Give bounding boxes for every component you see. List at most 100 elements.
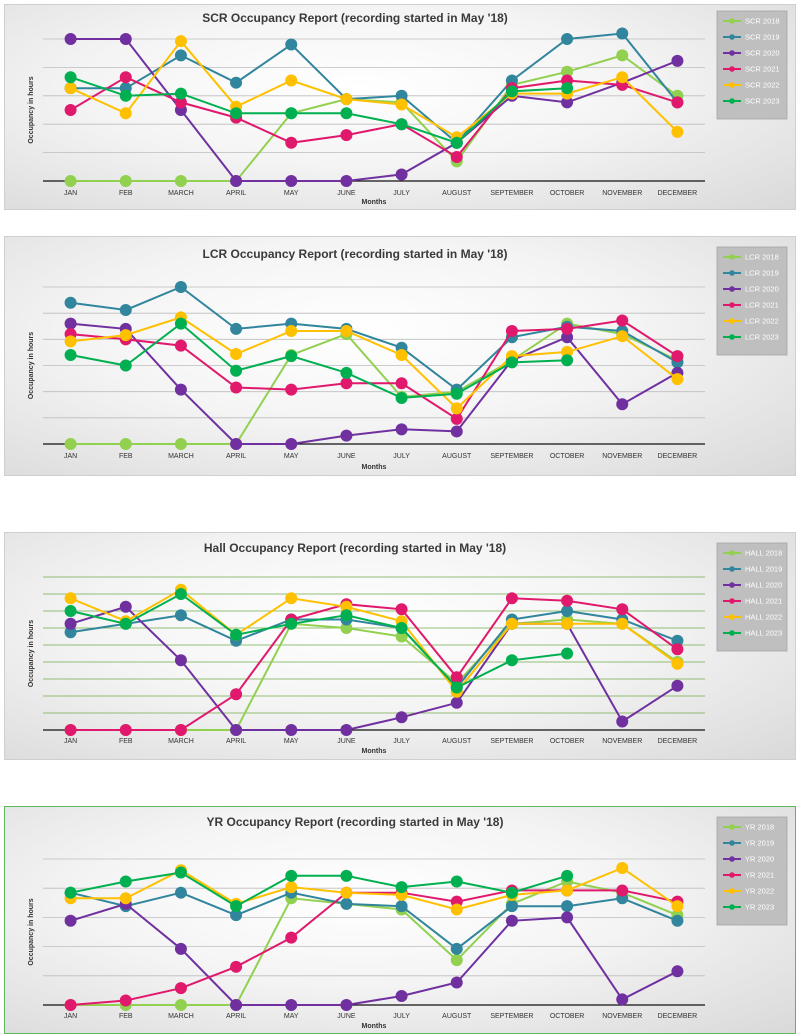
data-point bbox=[395, 622, 408, 634]
legend-entry: SCR 2019 bbox=[745, 33, 780, 42]
data-point bbox=[450, 903, 463, 916]
legend-swatch-marker bbox=[729, 286, 735, 292]
data-point bbox=[395, 900, 408, 913]
data-point bbox=[285, 324, 298, 337]
x-tick-label: NOVEMBER bbox=[602, 1013, 642, 1020]
data-point bbox=[505, 617, 518, 630]
data-point bbox=[64, 335, 77, 348]
data-point bbox=[450, 696, 463, 709]
data-point bbox=[395, 118, 408, 131]
data-point bbox=[230, 909, 243, 922]
x-tick-label: MAY bbox=[284, 738, 299, 745]
data-point bbox=[174, 438, 187, 450]
data-point bbox=[395, 990, 408, 1003]
legend-entry: YR 2020 bbox=[745, 855, 774, 864]
series-line bbox=[70, 322, 568, 399]
series-line bbox=[70, 322, 678, 445]
x-tick-label: JAN bbox=[64, 1013, 77, 1020]
legend-entry: YR 2019 bbox=[745, 839, 774, 848]
legend-swatch-marker bbox=[729, 824, 735, 830]
data-point bbox=[119, 724, 132, 736]
lcr-occupancy-chart: LCR Occupancy Report (recording started … bbox=[28, 246, 788, 471]
data-point bbox=[450, 681, 463, 694]
series-lcr-2019 bbox=[64, 281, 684, 396]
data-point bbox=[395, 391, 408, 404]
series-yr-2018 bbox=[64, 875, 684, 1011]
data-point bbox=[340, 897, 353, 910]
x-tick-label: JUNE bbox=[337, 738, 356, 745]
data-point bbox=[505, 324, 518, 337]
series-lcr-2021 bbox=[64, 314, 684, 425]
data-point bbox=[340, 724, 353, 736]
data-point bbox=[174, 339, 187, 352]
legend-entry: HALL 2021 bbox=[745, 597, 782, 606]
y-axis-label: Occupancy in hours bbox=[28, 620, 35, 687]
x-tick-label: DECEMBER bbox=[658, 1013, 698, 1020]
x-tick-label: AUGUST bbox=[442, 453, 472, 460]
x-tick-label: SEPTEMBER bbox=[490, 190, 533, 197]
data-point bbox=[119, 175, 132, 187]
series-hall-2018 bbox=[64, 613, 684, 736]
x-tick-label: SEPTEMBER bbox=[490, 738, 533, 745]
data-point bbox=[174, 96, 187, 109]
series-line bbox=[70, 618, 678, 731]
series-scr-2020 bbox=[64, 33, 684, 187]
legend-swatch-marker bbox=[729, 888, 735, 894]
x-tick-label: MARCH bbox=[168, 190, 194, 197]
data-point bbox=[450, 976, 463, 989]
data-point bbox=[174, 942, 187, 955]
data-point bbox=[395, 89, 408, 102]
series-lcr-2022 bbox=[64, 311, 684, 415]
legend-swatch-marker bbox=[729, 550, 735, 556]
data-point bbox=[505, 654, 518, 667]
x-tick-label: MARCH bbox=[168, 1013, 194, 1020]
legend-swatch-marker bbox=[729, 18, 735, 24]
data-point bbox=[561, 65, 574, 78]
data-point bbox=[340, 175, 353, 187]
legend-swatch-marker bbox=[729, 904, 735, 910]
data-point bbox=[616, 49, 629, 62]
legend-entry: LCR 2022 bbox=[745, 317, 779, 326]
data-point bbox=[561, 617, 574, 630]
data-point bbox=[174, 317, 187, 330]
x-tick-label: DECEMBER bbox=[658, 453, 698, 460]
data-point bbox=[230, 724, 243, 736]
yr-occupancy-chart: YR Occupancy Report (recording started i… bbox=[28, 815, 788, 1030]
legend-swatch-marker bbox=[729, 630, 735, 636]
data-point bbox=[119, 617, 132, 630]
data-point bbox=[230, 688, 243, 701]
legend-swatch-marker bbox=[729, 66, 735, 72]
data-point bbox=[616, 27, 629, 40]
series-hall-2019 bbox=[64, 605, 684, 694]
data-point bbox=[230, 347, 243, 360]
data-point bbox=[671, 965, 684, 978]
data-point bbox=[230, 628, 243, 641]
legend-swatch-marker bbox=[729, 98, 735, 104]
data-point bbox=[119, 892, 132, 905]
data-point bbox=[174, 724, 187, 736]
data-point bbox=[616, 330, 629, 343]
legend-swatch-marker bbox=[729, 856, 735, 862]
series-line bbox=[70, 32, 679, 145]
legend-entry: SCR 2023 bbox=[745, 97, 780, 106]
data-point bbox=[450, 150, 463, 163]
data-point bbox=[561, 605, 574, 617]
series-line bbox=[70, 889, 678, 1006]
data-point bbox=[64, 438, 77, 450]
data-point bbox=[395, 168, 408, 181]
data-point bbox=[505, 356, 518, 369]
x-tick-label: APRIL bbox=[226, 453, 246, 460]
data-point bbox=[671, 643, 684, 656]
series-line bbox=[70, 592, 568, 689]
series-line bbox=[70, 39, 679, 139]
data-point bbox=[64, 617, 77, 630]
data-point bbox=[64, 317, 77, 330]
legend-swatch-marker bbox=[729, 840, 735, 846]
data-point bbox=[174, 609, 187, 622]
x-axis-label: Months bbox=[362, 199, 387, 206]
legend-swatch-marker bbox=[729, 302, 735, 308]
data-point bbox=[395, 98, 408, 111]
legend-swatch-marker bbox=[729, 614, 735, 620]
data-point bbox=[671, 634, 684, 647]
series-line bbox=[70, 38, 678, 182]
